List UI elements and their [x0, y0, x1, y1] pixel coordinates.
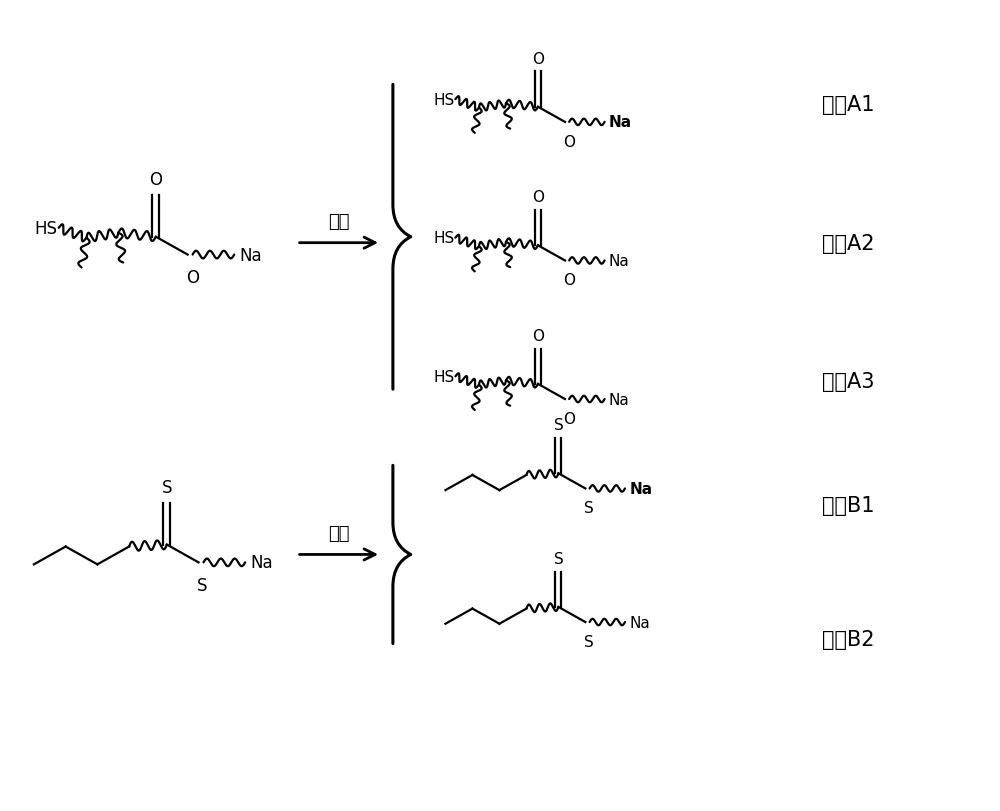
Text: S: S [197, 577, 208, 594]
Text: S: S [554, 418, 563, 432]
Text: Na: Na [239, 247, 262, 264]
Text: HS: HS [433, 231, 454, 246]
Text: O: O [532, 190, 544, 205]
Text: O: O [186, 269, 199, 287]
Text: HS: HS [433, 369, 454, 384]
Text: S: S [584, 500, 594, 516]
Text: 片段B2: 片段B2 [822, 629, 875, 649]
Text: S: S [584, 634, 594, 649]
Text: HS: HS [433, 92, 454, 108]
Text: O: O [149, 171, 162, 189]
Text: 片段A1: 片段A1 [822, 95, 875, 115]
Text: S: S [554, 551, 563, 566]
Text: O: O [563, 135, 575, 149]
Text: Na: Na [629, 615, 650, 630]
Text: O: O [563, 411, 575, 427]
Text: 拆分: 拆分 [328, 524, 350, 542]
Text: 片段A3: 片段A3 [822, 371, 875, 392]
Text: O: O [532, 328, 544, 343]
Text: O: O [563, 272, 575, 288]
Text: 片段A2: 片段A2 [822, 234, 875, 253]
Text: 拆分: 拆分 [328, 212, 350, 230]
Text: Na: Na [250, 554, 273, 572]
Text: O: O [532, 51, 544, 67]
Text: Na: Na [609, 254, 630, 268]
Text: Na: Na [629, 482, 652, 496]
Text: Na: Na [609, 115, 632, 131]
Text: S: S [162, 478, 172, 496]
Text: HS: HS [35, 220, 58, 238]
Text: Na: Na [609, 392, 630, 407]
Text: 片段B1: 片段B1 [822, 496, 875, 515]
